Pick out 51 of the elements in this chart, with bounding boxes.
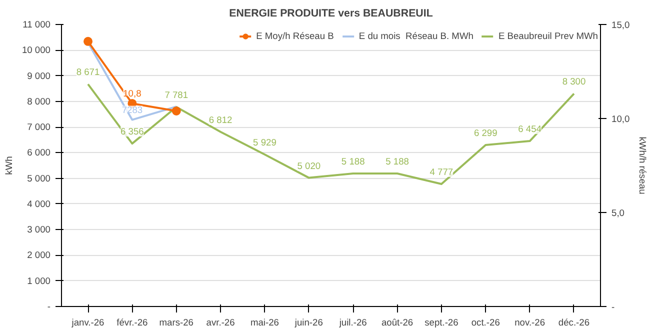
y-tick-label: 10 000 xyxy=(22,45,50,56)
x-tick-label: juin-26 xyxy=(294,318,323,328)
y-axis-title: kWh xyxy=(4,156,14,175)
y-tick-label: 7 000 xyxy=(27,122,50,132)
y-tick-label: 1 000 xyxy=(27,276,50,286)
data-label: 6 356 xyxy=(120,126,144,137)
data-label: 6 299 xyxy=(474,128,498,138)
y-tick-label: 3 000 xyxy=(27,224,50,235)
x-tick-label: sept.-26 xyxy=(424,318,458,328)
x-tick-label: oct.-26 xyxy=(471,318,500,328)
x-tick-label: août-26 xyxy=(381,318,414,328)
y2-tick-label: - xyxy=(612,302,615,312)
y-tick-label: 9 000 xyxy=(27,70,50,81)
y2-tick-label: 10,0 xyxy=(612,114,630,124)
legend-label: E Moy/h Réseau B xyxy=(256,31,334,41)
data-label: 4 777 xyxy=(430,167,454,178)
x-tick-label: mai-26 xyxy=(250,318,279,328)
y-tick-label: - xyxy=(47,302,51,312)
x-tick-label: janv.-26 xyxy=(70,318,104,328)
x-tick-label: nov.-26 xyxy=(514,318,546,328)
y2-tick-label: 5,0 xyxy=(612,208,624,218)
data-label: 5 188 xyxy=(341,156,365,166)
legend-label: E du mois Réseau B. MWh xyxy=(358,31,474,41)
data-label: 5 188 xyxy=(386,156,409,166)
y2-axis-title: kWh/h réseau xyxy=(638,136,648,194)
data-label: 6 812 xyxy=(208,114,232,125)
x-tick-label: juil.-26 xyxy=(338,318,367,328)
x-tick-label: avr.-26 xyxy=(206,318,235,328)
y-tick-label: 2 000 xyxy=(27,250,50,260)
line-series xyxy=(87,83,575,186)
y-tick-label: 4 000 xyxy=(27,198,50,209)
data-label: 7 781 xyxy=(164,90,188,100)
legend-label: E Beaubreuil Prev MWh xyxy=(498,31,598,41)
y2-tick-label: 15,0 xyxy=(612,20,630,30)
data-label: 6 454 xyxy=(518,124,542,134)
chart-title: ENERGIE PRODUITE vers BEAUBREUIL xyxy=(229,8,434,20)
point xyxy=(84,36,93,46)
point xyxy=(172,106,181,116)
y-tick-label: 5 000 xyxy=(27,173,50,184)
x-tick-label: févr.-26 xyxy=(116,318,148,328)
data-label: 10,8 xyxy=(123,88,142,98)
y-tick-label: 11 000 xyxy=(22,20,51,30)
x-tick-label: mars-26 xyxy=(159,318,194,328)
data-label: 5 929 xyxy=(253,138,276,148)
data-label: 7283 xyxy=(122,104,143,115)
data-label: 8 671 xyxy=(76,67,100,78)
data-label: 5 020 xyxy=(297,160,321,171)
x-tick-label: déc.-26 xyxy=(558,318,590,328)
data-label: 8 300 xyxy=(562,76,586,87)
y-tick-label: 6 000 xyxy=(27,148,50,158)
y-tick-label: 8 000 xyxy=(27,96,50,106)
